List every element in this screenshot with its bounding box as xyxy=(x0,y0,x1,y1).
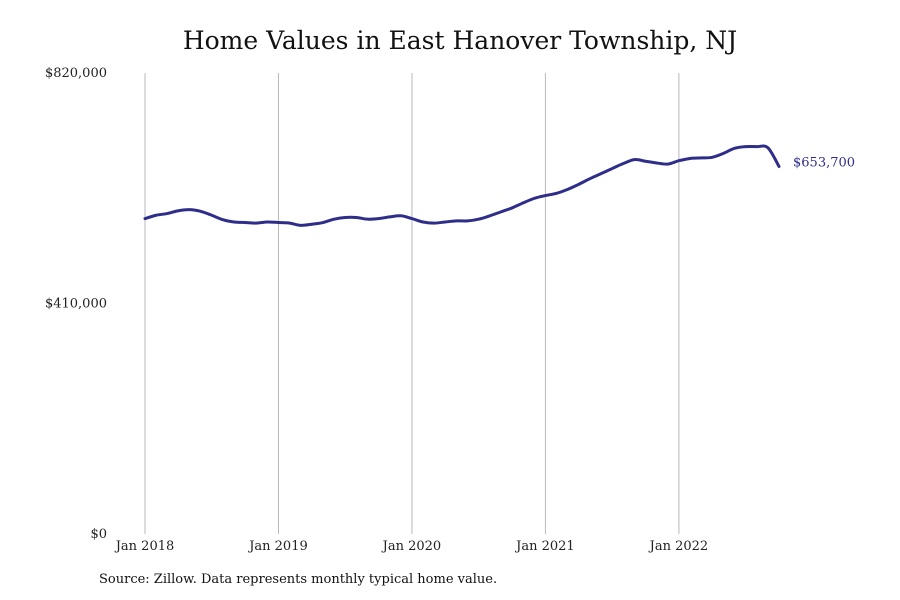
data-points xyxy=(144,145,781,227)
x-tick-label: Jan 2021 xyxy=(514,539,575,554)
x-tick-label: Jan 2020 xyxy=(381,539,442,554)
series-line xyxy=(143,144,781,227)
y-tick-label: $0 xyxy=(90,527,107,542)
series-layer xyxy=(143,144,781,227)
source-note: Source: Zillow. Data represents monthly … xyxy=(99,572,498,587)
y-axis-tick-labels: $0 $410,000 $820,000 xyxy=(45,66,107,542)
y-tick-label: $820,000 xyxy=(45,66,107,81)
end-value-label: $653,700 xyxy=(793,155,855,170)
x-tick-label: Jan 2018 xyxy=(114,539,175,554)
x-tick-label: Jan 2022 xyxy=(648,539,709,554)
grid-lines xyxy=(144,73,680,534)
x-axis-tick-labels: Jan 2018 Jan 2019 Jan 2020 Jan 2021 Jan 2022 xyxy=(114,539,708,554)
x-tick-label: Jan 2019 xyxy=(247,539,308,554)
chart-title: Home Values in East Hanover Township, NJ xyxy=(182,26,738,55)
y-tick-label: $410,000 xyxy=(45,297,107,312)
